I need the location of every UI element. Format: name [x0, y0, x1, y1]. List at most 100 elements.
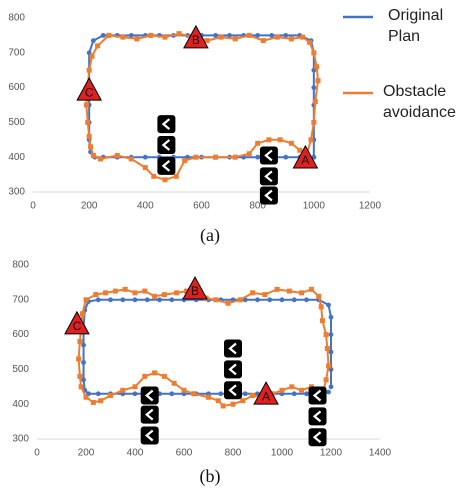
obstacle — [308, 407, 327, 426]
obstacle — [157, 156, 176, 175]
point — [304, 391, 309, 397]
point — [288, 36, 294, 42]
x-tick-label: 400 — [137, 201, 154, 212]
point — [89, 53, 95, 59]
point — [108, 393, 113, 398]
point — [81, 360, 86, 365]
point — [279, 387, 285, 393]
point — [103, 290, 109, 296]
point — [162, 34, 168, 40]
point — [193, 154, 199, 160]
point — [100, 33, 106, 38]
obstacle-icon — [144, 429, 154, 442]
obstacle-icon — [264, 170, 273, 183]
point — [86, 133, 92, 139]
point — [274, 286, 280, 292]
point — [88, 144, 94, 150]
point — [291, 297, 297, 303]
point — [132, 384, 138, 390]
waypoint-marker — [182, 276, 208, 300]
point — [169, 297, 175, 303]
point — [97, 156, 103, 162]
point — [318, 304, 324, 310]
point — [142, 373, 148, 379]
point — [79, 311, 85, 317]
point — [297, 147, 303, 153]
point — [215, 398, 221, 404]
point — [311, 119, 317, 125]
point — [255, 33, 261, 38]
point — [120, 297, 126, 303]
point — [246, 32, 252, 38]
obstacle-icon — [161, 160, 171, 172]
point — [106, 32, 112, 38]
point — [86, 67, 92, 73]
point — [288, 140, 294, 146]
obstacle-icon — [161, 139, 171, 151]
point — [90, 399, 96, 405]
x-tick-label: 1200 — [320, 448, 343, 459]
point — [95, 391, 101, 397]
series-line — [82, 298, 332, 395]
waypoint-label: B — [192, 33, 200, 47]
legend-label: Original Plan — [388, 7, 444, 45]
point — [312, 99, 318, 105]
point — [120, 387, 126, 393]
x-tick-label: 1000 — [303, 201, 326, 212]
x-tick-label: 0 — [34, 448, 40, 459]
point — [242, 391, 248, 397]
y-tick-label: 700 — [8, 47, 25, 58]
waypoint-label: B — [191, 284, 199, 298]
point — [304, 297, 309, 303]
y-tick-label: 700 — [12, 294, 29, 305]
point — [142, 288, 148, 294]
x-tick-label: 1200 — [359, 201, 382, 212]
point — [76, 356, 82, 362]
x-tick-label: 1400 — [369, 448, 392, 459]
point — [328, 384, 334, 390]
point — [314, 64, 320, 70]
waypoint-marker — [253, 381, 279, 405]
waypoint-label: C — [85, 85, 94, 99]
point — [122, 286, 128, 292]
point — [225, 300, 231, 306]
point — [307, 39, 313, 45]
point — [176, 31, 182, 37]
x-tick-label: 400 — [127, 448, 144, 459]
point — [237, 297, 243, 303]
caption: (b) — [200, 466, 221, 487]
point — [83, 297, 89, 303]
point — [255, 154, 261, 160]
obstacle-icon — [312, 389, 322, 402]
point — [83, 102, 89, 108]
y-tick-label: 300 — [8, 187, 25, 198]
point — [108, 297, 113, 303]
y-tick-label: 300 — [12, 434, 29, 445]
point — [299, 387, 305, 393]
point — [326, 389, 331, 395]
point — [120, 34, 126, 40]
waypoint-label: C — [73, 319, 82, 333]
obstacle-icon — [312, 410, 322, 423]
x-tick-label: 200 — [81, 201, 98, 212]
point — [308, 137, 314, 143]
x-tick-label: 0 — [30, 201, 36, 212]
point — [90, 38, 96, 44]
point — [132, 297, 138, 303]
obstacle — [308, 428, 327, 447]
point — [142, 165, 148, 171]
point — [323, 332, 329, 338]
y-tick-label: 500 — [8, 117, 25, 128]
waypoint-marker — [292, 144, 319, 169]
x-tick-label: 600 — [176, 448, 193, 459]
point — [95, 297, 101, 303]
point — [114, 152, 120, 158]
point — [324, 346, 330, 352]
point — [227, 33, 232, 38]
point — [269, 33, 275, 38]
obstacle-icon — [161, 118, 171, 130]
point — [132, 391, 138, 397]
point — [173, 173, 179, 179]
point — [134, 36, 140, 42]
point — [93, 292, 99, 298]
